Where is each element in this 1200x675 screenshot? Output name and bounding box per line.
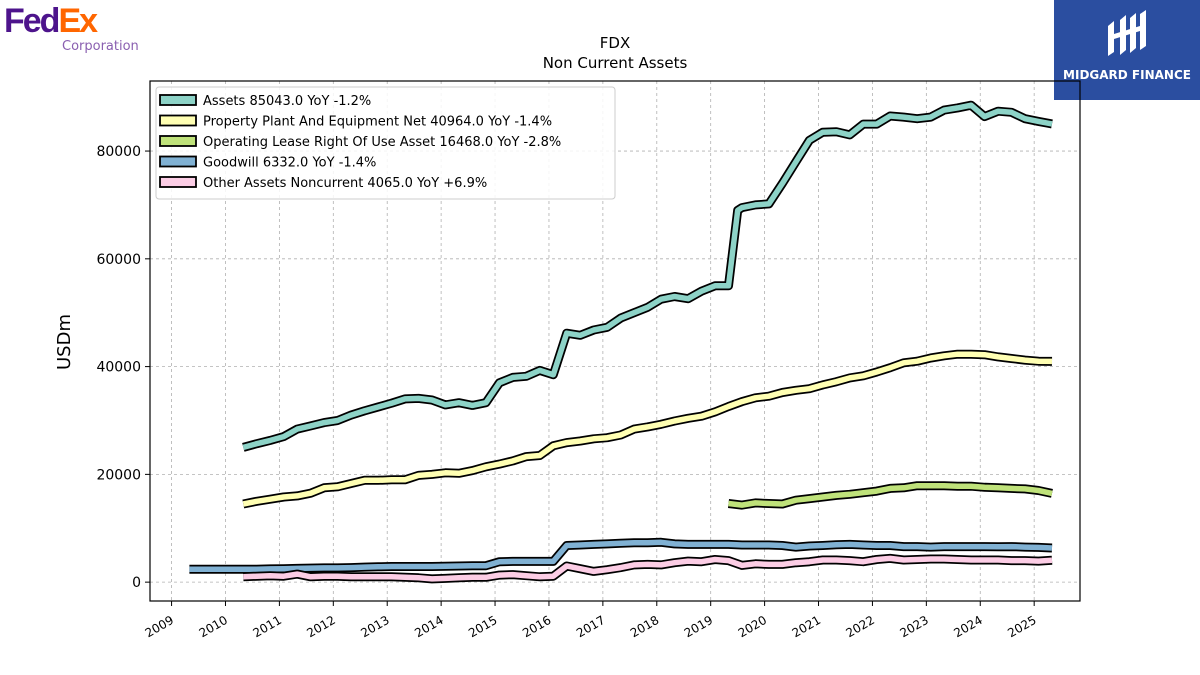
series-line-4 xyxy=(243,555,1053,582)
x-tick-label: 2019 xyxy=(682,613,715,640)
legend-swatch-0 xyxy=(159,94,197,106)
series-lines xyxy=(189,100,1053,584)
midgard-emblem-icon xyxy=(1108,10,1146,56)
chart-subtitle: Non Current Assets xyxy=(543,54,688,72)
legend-label-3: Goodwill 6332.0 YoY -1.4% xyxy=(203,156,376,171)
legend: Assets 85043.0 YoY -1.2% Property Plant A… xyxy=(155,86,616,200)
y-tick-label: 20000 xyxy=(96,467,141,483)
legend-label-1: Property Plant And Equipment Net 40964.0… xyxy=(203,115,552,130)
x-tick-label: 2020 xyxy=(736,613,769,640)
fedex-wordmark-part1: Fed xyxy=(4,2,60,40)
x-tick-label: 2022 xyxy=(844,613,877,640)
x-tick-label: 2025 xyxy=(1005,613,1038,640)
x-tick-label: 2009 xyxy=(143,613,176,640)
x-tick-label: 2015 xyxy=(466,613,499,640)
x-tick-label: 2016 xyxy=(520,613,553,640)
x-tick-label: 2013 xyxy=(358,613,391,640)
series-line-0 xyxy=(242,102,1053,451)
x-tick-label: 2024 xyxy=(951,613,984,640)
legend-swatch-1 xyxy=(159,114,197,127)
legend-label-4: Other Assets Noncurrent 4065.0 YoY +6.9% xyxy=(203,176,487,191)
y-tick-label: 80000 xyxy=(96,144,141,160)
series-line-1 xyxy=(242,351,1053,507)
series-line-3 xyxy=(189,539,1053,572)
x-tick-label: 2014 xyxy=(412,613,445,640)
legend-label-2: Operating Lease Right Of Use Asset 16468… xyxy=(203,135,561,150)
x-tick-label: 2018 xyxy=(628,613,661,640)
legend-swatch-2 xyxy=(159,135,197,147)
x-tick-label: 2011 xyxy=(251,613,284,640)
y-tick-label: 60000 xyxy=(96,252,141,268)
series-line-2 xyxy=(728,482,1053,508)
legend-swatch-4 xyxy=(159,176,197,188)
x-tick-label: 2021 xyxy=(790,613,823,640)
fedex-wordmark-part2: Ex xyxy=(58,2,98,40)
x-tick-label: 2010 xyxy=(197,613,230,640)
legend-label-0: Assets 85043.0 YoY -1.2% xyxy=(203,94,371,109)
fedex-wordmark: FedEx xyxy=(4,2,98,41)
x-tick-label: 2017 xyxy=(574,613,607,640)
y-axis-label: USDm xyxy=(54,314,75,370)
chart-title: FDX xyxy=(600,34,630,52)
fedex-subtitle: Corporation xyxy=(62,39,139,54)
y-tick-label: 40000 xyxy=(96,360,141,376)
legend-swatch-3 xyxy=(159,155,197,168)
x-tick-label: 2012 xyxy=(304,613,337,640)
y-tick-label: 0 xyxy=(132,575,141,591)
x-tick-label: 2023 xyxy=(897,613,930,640)
midgard-finance-text: MIDGARD FINANCE xyxy=(1063,68,1191,82)
midgard-finance-logo: MIDGARD FINANCE xyxy=(1054,0,1200,100)
fedex-logo: FedEx Corporation xyxy=(4,2,144,58)
legend-box xyxy=(155,86,616,200)
plot-area-frame xyxy=(149,80,1081,602)
